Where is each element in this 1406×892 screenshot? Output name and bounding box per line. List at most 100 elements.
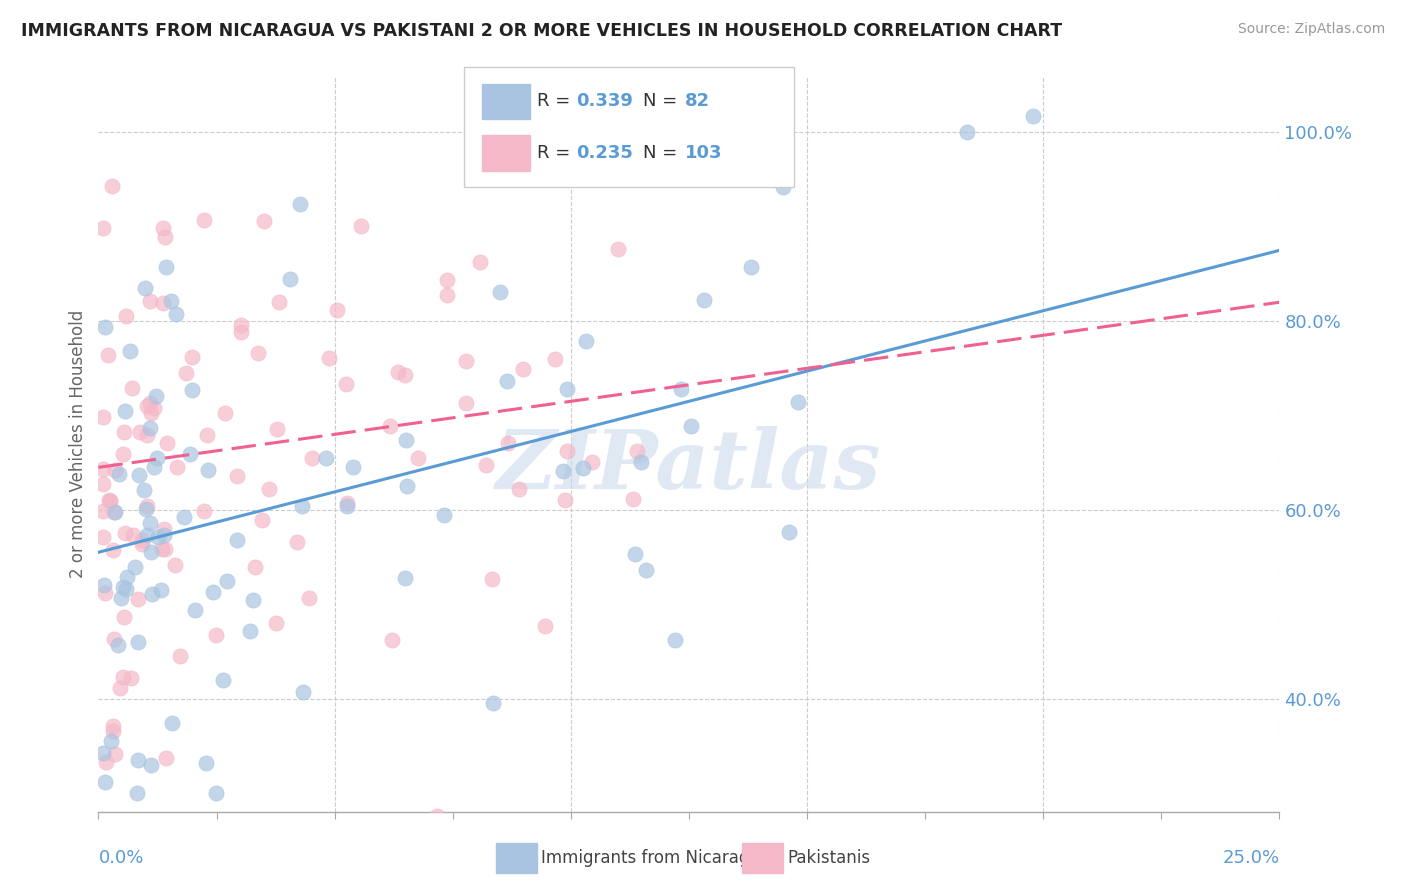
Point: [136, 528, 159, 542]
Point: [679, 419, 702, 434]
Point: [318, 351, 340, 365]
Point: [956, 125, 979, 139]
Point: [134, 281, 156, 295]
Point: [112, 609, 135, 624]
Point: [193, 504, 215, 518]
Point: [159, 293, 181, 308]
Point: [436, 273, 458, 287]
Point: [127, 753, 149, 767]
Point: [91, 530, 114, 544]
Point: [342, 459, 364, 474]
Point: [778, 524, 800, 539]
Point: [381, 632, 404, 647]
Text: Pakistanis: Pakistanis: [787, 849, 870, 867]
Point: [217, 574, 239, 588]
Point: [394, 571, 416, 585]
Point: [395, 479, 418, 493]
Point: [91, 409, 114, 424]
Point: [481, 572, 503, 586]
Point: [214, 406, 236, 420]
Point: [336, 499, 359, 513]
Point: [242, 593, 264, 607]
Point: [786, 394, 808, 409]
Point: [253, 214, 276, 228]
Point: [267, 294, 290, 309]
Point: [104, 747, 127, 761]
Point: [350, 219, 373, 233]
Text: N =: N =: [643, 93, 676, 111]
Text: 25.0%: 25.0%: [1222, 849, 1279, 867]
Point: [145, 389, 167, 403]
Point: [496, 436, 519, 450]
Point: [624, 547, 647, 561]
Point: [114, 404, 136, 418]
Point: [555, 382, 578, 396]
Point: [152, 522, 174, 536]
Point: [138, 396, 160, 410]
Point: [104, 463, 127, 477]
Point: [195, 756, 218, 770]
Point: [264, 616, 287, 631]
Point: [152, 221, 174, 235]
Y-axis label: 2 or more Vehicles in Household: 2 or more Vehicles in Household: [69, 310, 87, 578]
Point: [626, 444, 648, 458]
Point: [740, 260, 762, 275]
Point: [114, 526, 136, 541]
Point: [155, 229, 177, 244]
Text: 103: 103: [685, 144, 723, 161]
Point: [107, 639, 129, 653]
Point: [180, 350, 202, 364]
Point: [101, 719, 124, 733]
Point: [94, 320, 117, 334]
Point: [98, 492, 121, 507]
Point: [155, 751, 177, 765]
Point: [193, 213, 215, 227]
Point: [111, 580, 134, 594]
Point: [104, 505, 127, 519]
Point: [166, 460, 188, 475]
Point: [101, 543, 124, 558]
Point: [551, 464, 574, 478]
Point: [111, 670, 134, 684]
Point: [91, 461, 114, 475]
Point: [475, 169, 498, 184]
Point: [100, 178, 122, 193]
Point: [231, 318, 253, 332]
Point: [250, 513, 273, 527]
Point: [112, 425, 135, 440]
Point: [100, 494, 122, 508]
Point: [247, 345, 270, 359]
Point: [266, 421, 288, 435]
Point: [630, 455, 652, 469]
Point: [128, 591, 150, 606]
Text: R =: R =: [537, 93, 576, 111]
Point: [142, 460, 165, 475]
Point: [291, 685, 314, 699]
Point: [143, 401, 166, 415]
Point: [94, 586, 117, 600]
Point: [572, 461, 595, 475]
Point: [165, 558, 187, 573]
Point: [155, 260, 177, 274]
Point: [110, 591, 132, 605]
Point: [146, 450, 169, 465]
Point: [141, 586, 163, 600]
Point: [181, 383, 204, 397]
Point: [150, 582, 173, 597]
Point: [197, 428, 219, 442]
Point: [197, 463, 219, 477]
Point: [111, 447, 134, 461]
Point: [575, 334, 598, 349]
Point: [97, 348, 120, 362]
Point: [772, 180, 794, 194]
Point: [544, 351, 567, 366]
Point: [226, 469, 249, 483]
Point: [475, 458, 498, 472]
Point: [139, 757, 162, 772]
Point: [124, 559, 146, 574]
Point: [395, 434, 418, 448]
Point: [94, 755, 117, 769]
Point: [669, 382, 692, 396]
Point: [229, 325, 252, 339]
Point: [581, 455, 603, 469]
